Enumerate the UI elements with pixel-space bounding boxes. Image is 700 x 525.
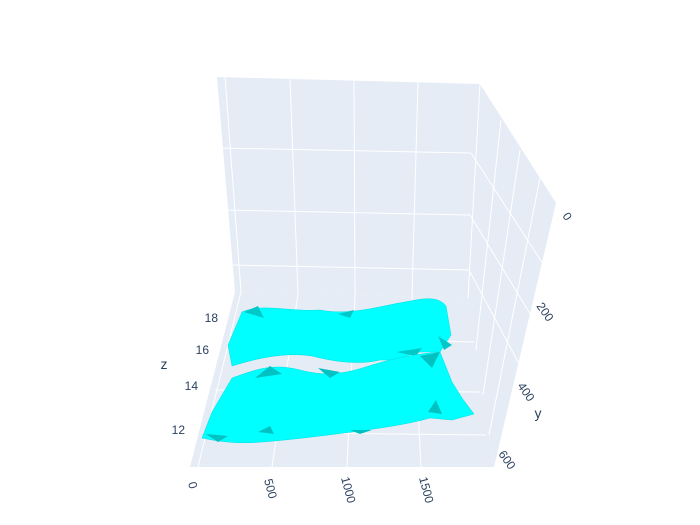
z-tick-16: 16 [196,343,210,357]
z-tick-12: 12 [172,423,186,437]
isosurface-lower-shade [206,352,442,442]
z-axis: 18 16 14 12 z [161,311,219,437]
y-axis-title: y [535,405,542,421]
y-tick-400: 400 [515,380,538,405]
y-tick-200: 200 [534,300,557,325]
side-wall-yz [468,84,556,467]
z-axis-title: z [161,356,168,372]
x-tick-0: 0 [185,480,200,490]
isosurface-upper-shade [244,306,452,356]
z-tick-14: 14 [185,379,199,393]
x-tick-1500: 1500 [416,475,437,505]
x-tick-500: 500 [261,477,280,500]
x-axis: 0 500 1000 1500 [185,475,437,505]
x-tick-1000: 1000 [338,475,359,505]
back-wall-xz [217,77,480,298]
z-tick-18: 18 [205,311,219,325]
y-tick-0: 0 [560,210,575,224]
y-tick-600: 600 [496,448,519,473]
isosurface-upper[interactable] [227,298,452,367]
